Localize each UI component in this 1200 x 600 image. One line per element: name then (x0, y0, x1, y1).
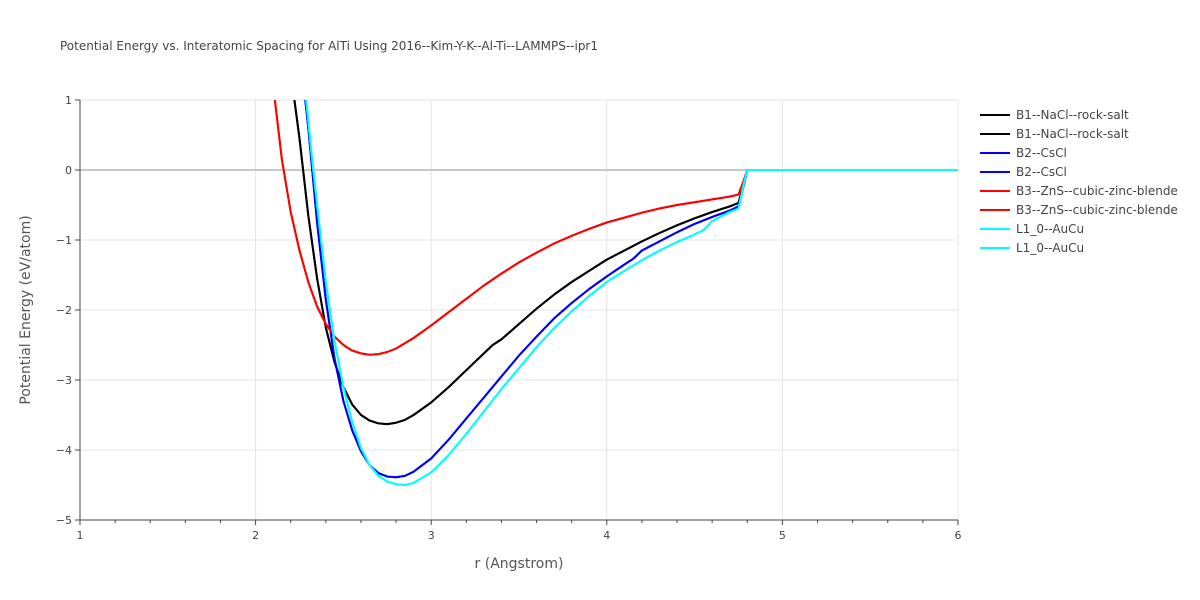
series-line-7 (305, 100, 958, 486)
x-tick-label-2: 3 (428, 529, 435, 542)
y-tick-label-5: −4 (56, 444, 72, 457)
y-tick-label-2: −1 (56, 234, 72, 247)
series-layer (273, 100, 958, 486)
x-axis-label: r (Angstrom) (475, 556, 564, 572)
y-tick-label-0: 1 (65, 94, 72, 107)
y-axis-ticks: 1 0 −1 −2 −3 −4 −5 (56, 94, 80, 527)
series-line-3 (304, 100, 958, 479)
x-tick-label-5: 6 (955, 529, 962, 542)
legend-item-1[interactable]: B1--NaCl--rock-salt (980, 127, 1129, 141)
x-tick-label-3: 4 (603, 529, 610, 542)
y-tick-label-4: −3 (56, 374, 72, 387)
legend-item-0[interactable]: B1--NaCl--rock-salt (980, 108, 1129, 122)
series-line-6 (305, 100, 958, 486)
legend-label-3: B2--CsCl (1016, 165, 1067, 179)
y-tick-label-3: −2 (56, 304, 72, 317)
x-tick-label-0: 1 (77, 529, 84, 542)
series-line-2 (304, 100, 958, 479)
legend-label-7: L1_0--AuCu (1016, 241, 1084, 255)
x-axis-ticks: 1 2 3 4 5 6 (77, 520, 962, 542)
legend-label-6: L1_0--AuCu (1016, 222, 1084, 236)
legend-label-4: B3--ZnS--cubic-zinc-blende (1016, 184, 1178, 198)
legend-label-2: B2--CsCl (1016, 146, 1067, 160)
legend-label-0: B1--NaCl--rock-salt (1016, 108, 1129, 122)
chart-title: Potential Energy vs. Interatomic Spacing… (60, 39, 598, 53)
legend-item-7[interactable]: L1_0--AuCu (980, 241, 1084, 255)
legend-label-5: B3--ZnS--cubic-zinc-blende (1016, 203, 1178, 217)
series-line-1 (293, 100, 958, 426)
series-line-5 (273, 100, 958, 356)
y-tick-label-6: −5 (56, 514, 72, 527)
legend-item-6[interactable]: L1_0--AuCu (980, 222, 1084, 236)
series-line-0 (293, 100, 958, 426)
x-tick-label-1: 2 (252, 529, 259, 542)
y-axis-label: Potential Energy (eV/atom) (18, 215, 34, 404)
legend-item-2[interactable]: B2--CsCl (980, 146, 1067, 160)
grid-lines (79, 99, 959, 521)
y-tick-label-1: 0 (65, 164, 72, 177)
legend-item-3[interactable]: B2--CsCl (980, 165, 1067, 179)
legend[interactable]: B1--NaCl--rock-salt B1--NaCl--rock-salt B2… (980, 108, 1178, 255)
x-tick-label-4: 5 (779, 529, 786, 542)
legend-label-1: B1--NaCl--rock-salt (1016, 127, 1129, 141)
legend-item-5[interactable]: B3--ZnS--cubic-zinc-blende (980, 203, 1178, 217)
legend-item-4[interactable]: B3--ZnS--cubic-zinc-blende (980, 184, 1178, 198)
